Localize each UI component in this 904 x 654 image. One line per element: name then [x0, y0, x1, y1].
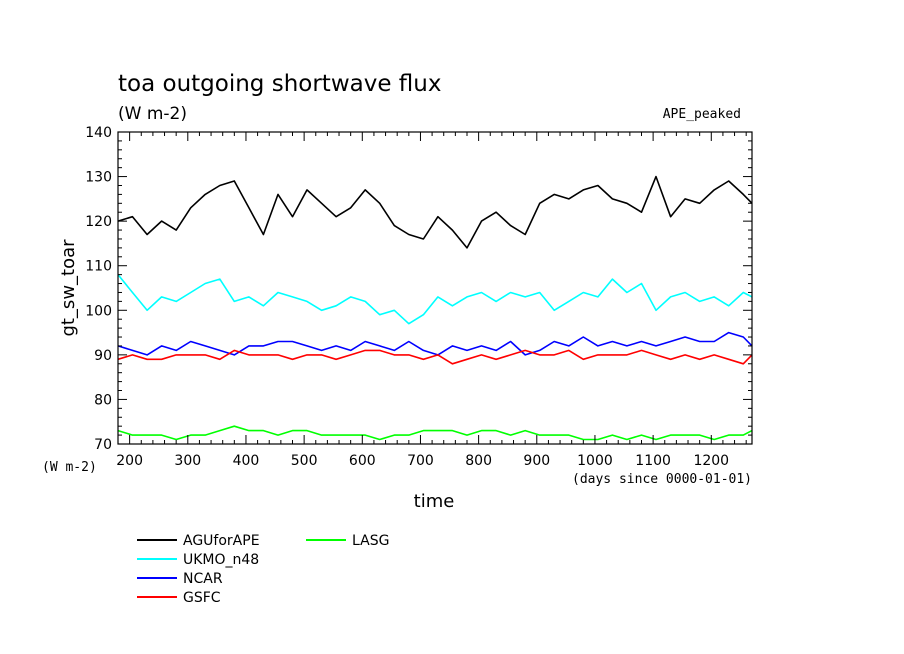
- series-line-aguforape: [117, 175, 753, 249]
- x-tick-label: 600: [349, 453, 376, 469]
- legend-label: GSFC: [183, 590, 221, 606]
- x-tick-label: 200: [116, 453, 143, 469]
- legend-label: NCAR: [183, 571, 223, 587]
- y-tick-label: 70: [94, 437, 112, 453]
- series-line-lasg: [117, 425, 753, 441]
- chart-annotation: APE_peaked: [663, 107, 741, 122]
- x-tick-label: 1200: [693, 453, 729, 469]
- x-tick-label: 500: [291, 453, 318, 469]
- x-tick-label: 700: [407, 453, 434, 469]
- y-tick-label: 130: [85, 170, 112, 186]
- y-tick-label: 140: [85, 125, 112, 141]
- series-line-gsfc: [117, 349, 753, 365]
- chart-subtitle: (W m-2): [118, 104, 187, 124]
- y-tick-label: 80: [94, 392, 112, 408]
- legend-label: UKMO_n48: [183, 552, 259, 568]
- x-tick-label: 300: [174, 453, 201, 469]
- y-tick-label: 90: [94, 348, 112, 364]
- y-tick-label: 110: [85, 259, 112, 275]
- x-axis-label: time: [414, 491, 455, 512]
- y-axis-units: (W m-2): [42, 460, 97, 475]
- x-tick-label: 800: [465, 453, 492, 469]
- ticks-layer: 200 300 400 500 600 700 800 900 1000 1100 1200 70 80…: [85, 125, 752, 469]
- legend-label: AGUforAPE: [183, 533, 260, 549]
- x-tick-label: 1100: [635, 453, 671, 469]
- series-line-ukmo-n48: [117, 274, 753, 325]
- x-tick-label: 1000: [577, 453, 613, 469]
- series-layer: [117, 175, 753, 441]
- x-axis-units: (days since 0000-01-01): [572, 472, 752, 487]
- legend: AGUforAPE UKMO_n48 NCAR GSFC LASG: [137, 533, 389, 606]
- y-axis-label: gt_sw_toar: [58, 239, 79, 337]
- x-tick-label: 900: [523, 453, 550, 469]
- plot-frame: [117, 131, 753, 445]
- series-line-ncar: [117, 331, 753, 356]
- y-tick-label: 120: [85, 214, 112, 230]
- legend-label: LASG: [352, 533, 389, 549]
- chart-title: toa outgoing shortwave flux: [118, 71, 441, 97]
- x-tick-label: 400: [233, 453, 260, 469]
- y-tick-label: 100: [85, 303, 112, 319]
